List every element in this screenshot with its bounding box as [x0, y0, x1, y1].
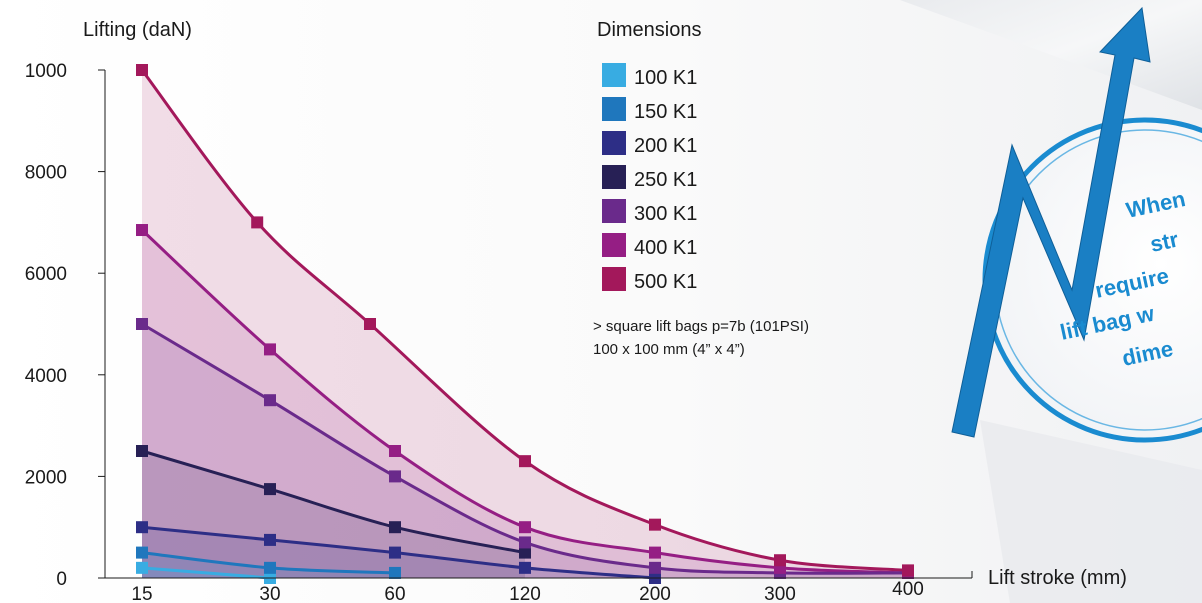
- legend-swatch: [602, 267, 626, 291]
- data-point: [389, 470, 401, 483]
- x-tick-label: 60: [384, 584, 405, 603]
- data-point: [136, 521, 148, 534]
- data-point: [264, 483, 276, 496]
- legend: Dimensions 100 K1 150 K1 200 K1 250 K1 300 K…: [593, 19, 809, 358]
- legend-title: Dimensions: [597, 19, 701, 41]
- x-tick-label: 120: [509, 584, 541, 603]
- data-point: [264, 533, 276, 546]
- x-tick-label: 30: [259, 584, 280, 603]
- x-axis-ticks: 15 30 60 120 200 300 400: [131, 571, 973, 603]
- area-500-k1: [142, 70, 908, 578]
- data-point: [264, 343, 276, 356]
- area-300-k1: [142, 324, 908, 578]
- legend-label: 200 K1: [634, 135, 697, 157]
- y-tick-label: 4000: [25, 366, 67, 387]
- x-tick-label: 400: [892, 579, 924, 600]
- background-ribbon: [900, 0, 1202, 110]
- y-tick-label: 0: [56, 569, 67, 590]
- line-250-k1: [141, 449, 526, 555]
- callout-line-2: str: [1148, 226, 1181, 256]
- y-axis-ticks: 1000 8000 6000 4000 2000 0: [25, 61, 105, 590]
- legend-label: 150 K1: [634, 101, 697, 123]
- y-axis-title: Lifting (daN): [83, 19, 192, 41]
- data-point: [389, 546, 401, 559]
- data-point: [136, 64, 148, 76]
- legend-swatch: [602, 199, 626, 223]
- legend-label: 250 K1: [634, 169, 697, 191]
- data-point: [774, 554, 786, 567]
- legend-swatch: [602, 97, 626, 121]
- zigzag-arrow-icon: [951, 6, 1151, 438]
- x-axis-title: Lift stroke (mm): [988, 567, 1127, 589]
- data-point: [136, 445, 148, 457]
- data-point: [389, 445, 401, 457]
- data-point: [649, 518, 661, 531]
- y-tick-label: 6000: [25, 264, 67, 285]
- data-point: [649, 561, 661, 574]
- data-point: [389, 521, 401, 534]
- data-point: [364, 318, 376, 330]
- data-point: [519, 455, 531, 468]
- legend-note-1: > square lift bags p=7b (101PSI): [593, 318, 809, 335]
- background-ribbon-lower: [980, 420, 1202, 603]
- legend-label: 100 K1: [634, 67, 697, 89]
- legend-label: 500 K1: [634, 271, 697, 293]
- line-100-k1: [141, 566, 271, 580]
- data-point: [136, 546, 148, 559]
- legend-note-2: 100 x 100 mm (4” x 4”): [593, 341, 745, 358]
- area-400-k1: [142, 230, 908, 578]
- legend-swatch: [602, 233, 626, 257]
- data-point: [136, 561, 148, 574]
- x-tick-label: 15: [131, 584, 152, 603]
- y-tick-label: 8000: [25, 163, 67, 184]
- x-tick-label: 300: [764, 584, 796, 603]
- legend-label: 300 K1: [634, 203, 697, 225]
- series-markers: [136, 64, 914, 584]
- data-point: [519, 521, 531, 534]
- y-tick-label: 2000: [25, 467, 67, 488]
- legend-swatch: [602, 63, 626, 87]
- legend-label: 400 K1: [634, 237, 697, 259]
- data-point: [519, 536, 531, 549]
- data-point: [519, 546, 531, 559]
- data-point: [251, 216, 264, 229]
- data-point: [136, 318, 148, 330]
- callout-graphic: When str require lift bag w dime: [951, 6, 1202, 443]
- data-point: [389, 566, 401, 579]
- area-250-k1: [142, 451, 525, 578]
- legend-swatch: [602, 165, 626, 189]
- data-point: [264, 561, 276, 574]
- x-tick-label: 200: [639, 584, 671, 603]
- data-point: [649, 546, 661, 559]
- data-point: [136, 224, 148, 237]
- data-point: [519, 561, 531, 574]
- y-tick-label: 1000: [25, 61, 67, 82]
- legend-items: 100 K1 150 K1 200 K1 250 K1 300 K1 400 K1 500 …: [602, 63, 697, 293]
- data-point: [264, 394, 276, 407]
- data-point: [902, 564, 914, 577]
- legend-swatch: [602, 131, 626, 155]
